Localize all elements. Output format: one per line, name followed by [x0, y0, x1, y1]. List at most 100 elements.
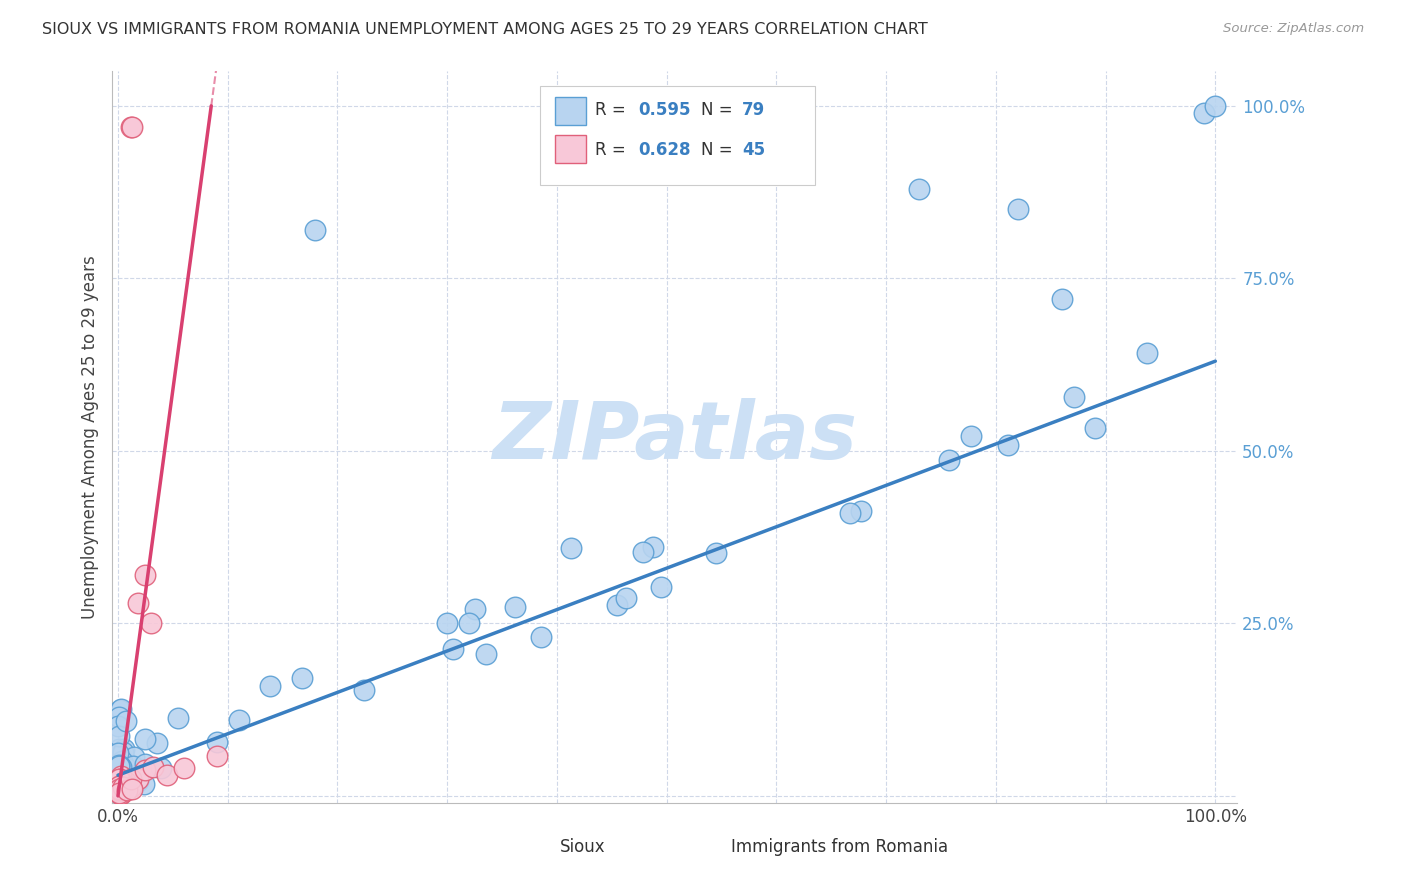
- Point: [1063, 390, 1085, 404]
- Point: [173, 761, 195, 775]
- Point: [114, 753, 136, 767]
- Point: [108, 781, 131, 796]
- Point: [108, 779, 131, 793]
- Point: [134, 568, 156, 582]
- Bar: [554, 97, 586, 125]
- Point: [112, 777, 135, 791]
- Point: [127, 772, 149, 786]
- Bar: [554, 135, 586, 163]
- Text: 45: 45: [742, 141, 765, 159]
- Point: [441, 642, 464, 657]
- Point: [530, 630, 553, 644]
- Point: [908, 182, 931, 196]
- Point: [120, 120, 142, 134]
- Point: [704, 546, 727, 560]
- Point: [134, 763, 156, 777]
- Point: [134, 757, 156, 772]
- Bar: [529, 834, 554, 858]
- Point: [166, 711, 188, 725]
- Point: [107, 780, 129, 794]
- Point: [142, 760, 165, 774]
- Point: [112, 783, 135, 797]
- Text: 0.595: 0.595: [638, 101, 690, 120]
- Point: [111, 786, 134, 800]
- Point: [107, 746, 129, 760]
- Point: [114, 775, 136, 789]
- Point: [120, 780, 142, 794]
- Point: [108, 775, 131, 789]
- Point: [108, 772, 131, 786]
- Point: [108, 729, 131, 743]
- Point: [110, 759, 132, 773]
- Text: Immigrants from Romania: Immigrants from Romania: [731, 838, 948, 855]
- Point: [1084, 421, 1107, 435]
- Point: [259, 679, 281, 693]
- Point: [108, 783, 131, 797]
- Point: [560, 541, 582, 555]
- Point: [110, 702, 132, 716]
- Point: [111, 775, 134, 789]
- Text: R =: R =: [595, 141, 631, 159]
- Point: [156, 768, 179, 782]
- Point: [108, 784, 131, 798]
- Point: [120, 772, 142, 786]
- Point: [121, 120, 143, 134]
- Point: [110, 781, 132, 796]
- Point: [110, 787, 132, 801]
- Point: [121, 759, 143, 773]
- Point: [606, 598, 628, 612]
- Point: [108, 783, 131, 797]
- Point: [111, 780, 134, 794]
- Point: [111, 779, 134, 793]
- Point: [110, 754, 132, 768]
- Text: N =: N =: [700, 101, 738, 120]
- Point: [112, 774, 135, 789]
- Point: [1194, 105, 1216, 120]
- Point: [938, 453, 960, 467]
- Point: [851, 504, 873, 518]
- Point: [107, 757, 129, 772]
- Bar: [697, 834, 723, 858]
- Point: [353, 682, 375, 697]
- Point: [650, 580, 672, 594]
- Point: [139, 616, 162, 631]
- FancyBboxPatch shape: [540, 86, 815, 185]
- Point: [108, 781, 131, 796]
- Point: [107, 758, 129, 772]
- Point: [145, 735, 167, 749]
- Point: [107, 773, 129, 788]
- Point: [112, 781, 135, 796]
- Point: [115, 774, 138, 789]
- Point: [115, 766, 138, 780]
- Point: [108, 780, 131, 795]
- Point: [132, 777, 155, 791]
- Text: Source: ZipAtlas.com: Source: ZipAtlas.com: [1223, 22, 1364, 36]
- Point: [107, 776, 129, 790]
- Point: [108, 784, 131, 798]
- Point: [112, 745, 135, 759]
- Point: [108, 781, 131, 796]
- Point: [228, 713, 250, 727]
- Point: [614, 591, 637, 606]
- Text: Sioux: Sioux: [560, 838, 606, 855]
- Point: [107, 759, 129, 773]
- Point: [127, 596, 149, 610]
- Point: [110, 703, 132, 717]
- Y-axis label: Unemployment Among Ages 25 to 29 years: Unemployment Among Ages 25 to 29 years: [80, 255, 98, 619]
- Point: [107, 764, 129, 779]
- Point: [458, 616, 481, 631]
- Point: [107, 719, 129, 733]
- Point: [107, 757, 129, 772]
- Point: [134, 731, 156, 746]
- Point: [108, 787, 131, 801]
- Point: [108, 786, 131, 800]
- Point: [207, 735, 229, 749]
- Point: [641, 541, 664, 555]
- Point: [838, 506, 860, 520]
- Point: [127, 774, 149, 789]
- Point: [108, 783, 131, 797]
- Point: [110, 769, 132, 783]
- Point: [121, 781, 143, 796]
- Point: [997, 438, 1019, 452]
- Point: [108, 772, 131, 786]
